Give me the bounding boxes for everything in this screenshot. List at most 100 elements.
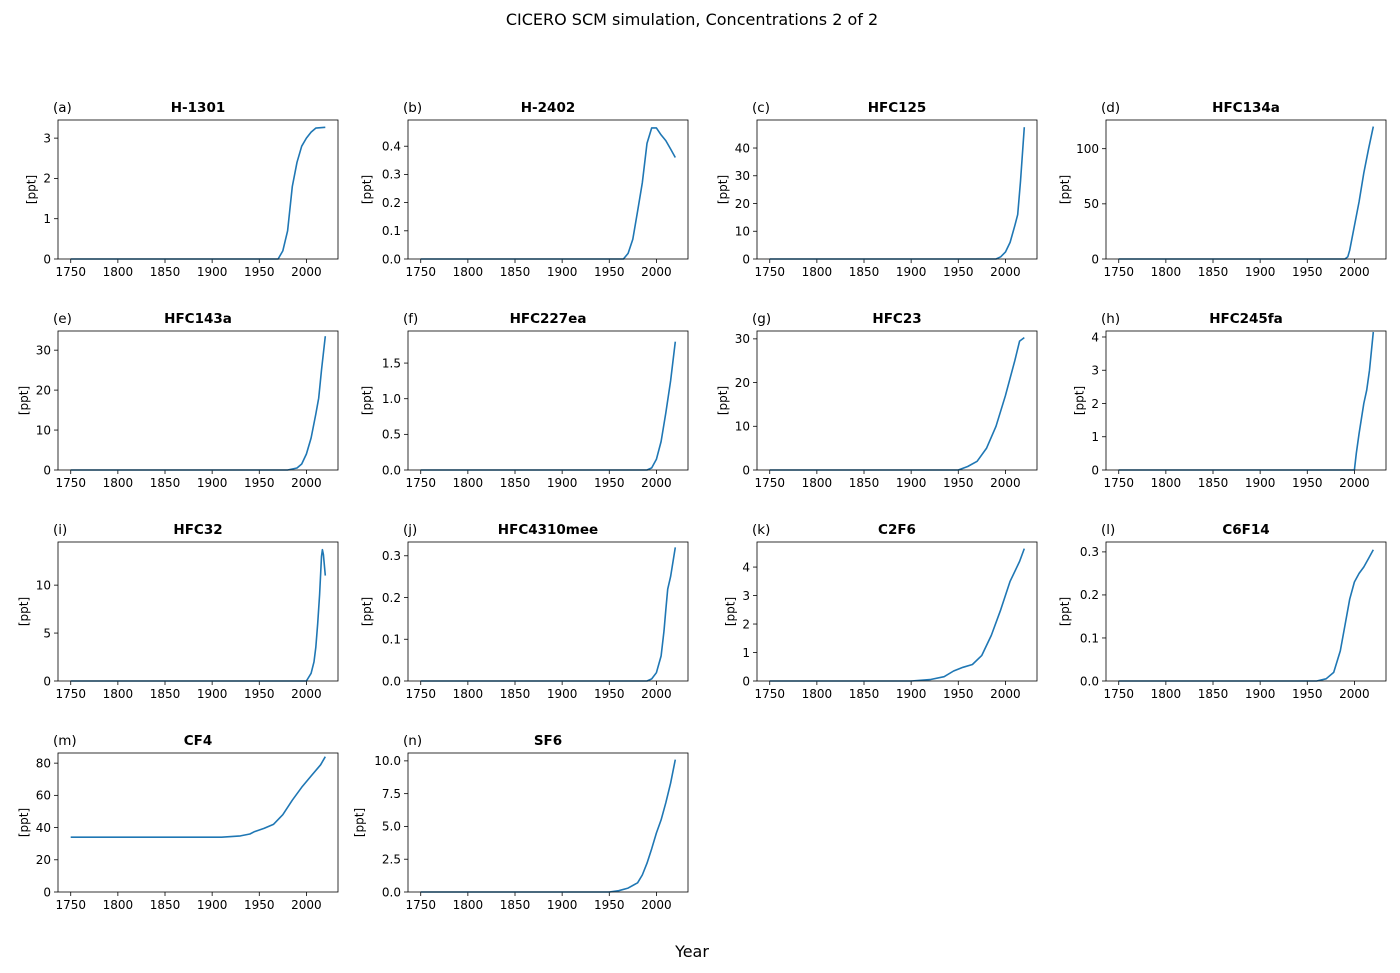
x-tick-label: 1900 bbox=[197, 265, 228, 279]
x-tick-label: 1950 bbox=[594, 898, 625, 912]
x-tick-label: 1800 bbox=[453, 265, 484, 279]
y-tick-label: 60 bbox=[36, 789, 51, 803]
y-tick-label: 0 bbox=[1091, 252, 1099, 266]
y-tick-label: 0.2 bbox=[1080, 588, 1099, 602]
y-tick-label: 0.1 bbox=[382, 224, 401, 238]
figure-title: CICERO SCM simulation, Concentrations 2 … bbox=[506, 10, 878, 29]
y-tick-label: 20 bbox=[36, 853, 51, 867]
axes-frame bbox=[756, 119, 1038, 260]
y-axis-label: [ppt] bbox=[716, 386, 730, 415]
y-tick-label: 5 bbox=[43, 626, 51, 640]
x-tick-label: 1950 bbox=[943, 265, 974, 279]
y-tick-label: 0 bbox=[43, 252, 51, 266]
x-tick-label: 1800 bbox=[103, 687, 134, 701]
x-tick-label: 1950 bbox=[594, 265, 625, 279]
x-tick-label: 2000 bbox=[990, 687, 1021, 701]
x-tick-label: 1750 bbox=[55, 265, 86, 279]
series-line bbox=[769, 336, 1025, 471]
y-axis-label: [ppt] bbox=[352, 808, 366, 837]
x-tick-label: 1900 bbox=[896, 265, 927, 279]
x-tick-label: 1950 bbox=[1292, 265, 1323, 279]
x-tick-label: 2000 bbox=[641, 687, 672, 701]
axes-frame bbox=[407, 752, 689, 893]
y-tick-label: 20 bbox=[735, 197, 750, 211]
x-tick-label: 1950 bbox=[1292, 687, 1323, 701]
panel-label: (j) bbox=[403, 522, 417, 538]
axes-frame bbox=[407, 330, 689, 471]
y-tick-label: 2.5 bbox=[382, 853, 401, 867]
x-tick-label: 2000 bbox=[291, 265, 322, 279]
y-tick-label: 0.5 bbox=[382, 428, 401, 442]
x-axis-label: Year bbox=[674, 942, 709, 961]
x-tick-label: 1850 bbox=[849, 265, 880, 279]
x-tick-label: 1800 bbox=[1151, 687, 1182, 701]
y-axis-label: [ppt] bbox=[17, 597, 31, 626]
y-tick-label: 0.2 bbox=[382, 591, 401, 605]
subplot-HFC143a: (e) HFC143a 1750 1800 1850 1900 1950 2000 0 10 20 3… bbox=[17, 311, 339, 490]
x-tick-label: 1800 bbox=[103, 476, 134, 490]
axes-frame bbox=[756, 541, 1038, 682]
x-tick-label: 1900 bbox=[547, 687, 578, 701]
y-tick-label: 0.0 bbox=[1080, 674, 1099, 688]
y-axis-label: [ppt] bbox=[17, 386, 31, 415]
subplot-H-2402: (b) H-2402 1750 1800 1850 1900 1950 2000 0.0 0.1 0… bbox=[360, 100, 689, 279]
panel-label: (d) bbox=[1101, 100, 1120, 116]
y-tick-label: 4 bbox=[1091, 330, 1099, 344]
x-tick-label: 1900 bbox=[547, 898, 578, 912]
x-tick-label: 1950 bbox=[943, 476, 974, 490]
y-tick-label: 100 bbox=[1076, 142, 1099, 156]
x-tick-label: 1850 bbox=[150, 476, 181, 490]
series-line bbox=[1118, 126, 1375, 260]
x-tick-label: 1950 bbox=[244, 265, 275, 279]
panel-title: HFC245fa bbox=[1209, 311, 1283, 327]
y-tick-label: 3 bbox=[1091, 364, 1099, 378]
subplot-C6F14: (l) C6F14 1750 1800 1850 1900 1950 2000 0.0 0.1 0.… bbox=[1058, 522, 1387, 701]
subplot-HFC134a: (d) HFC134a 1750 1800 1850 1900 1950 2000 0 50 100… bbox=[1058, 100, 1387, 279]
y-tick-label: 1 bbox=[742, 646, 750, 660]
y-tick-label: 0.4 bbox=[382, 140, 401, 154]
y-tick-label: 0 bbox=[43, 885, 51, 899]
y-axis-label: [ppt] bbox=[25, 175, 39, 204]
series-line bbox=[70, 548, 327, 682]
x-tick-label: 1800 bbox=[453, 476, 484, 490]
subplot-HFC4310mee: (j) HFC4310mee 1750 1800 1850 1900 1950 2000 0.0… bbox=[360, 522, 689, 701]
x-tick-label: 1950 bbox=[594, 476, 625, 490]
y-tick-label: 10 bbox=[735, 420, 750, 434]
x-tick-label: 2000 bbox=[1339, 265, 1370, 279]
y-axis-label: [ppt] bbox=[360, 597, 374, 626]
panel-title: HFC143a bbox=[164, 311, 232, 327]
panel-label: (f) bbox=[403, 311, 418, 327]
y-axis-label: [ppt] bbox=[360, 175, 374, 204]
axes-frame bbox=[57, 752, 339, 893]
axes-frame bbox=[57, 541, 339, 682]
series-line bbox=[420, 341, 677, 471]
y-tick-label: 0 bbox=[1091, 463, 1099, 477]
x-tick-label: 1850 bbox=[150, 898, 181, 912]
x-tick-label: 1750 bbox=[405, 687, 436, 701]
subplot-CF4: (m) CF4 1750 1800 1850 1900 1950 2000 0 20 40 60 80 [… bbox=[17, 733, 339, 912]
y-tick-label: 0 bbox=[43, 463, 51, 477]
y-tick-label: 2 bbox=[742, 617, 750, 631]
x-tick-label: 1950 bbox=[594, 687, 625, 701]
y-tick-label: 0 bbox=[742, 674, 750, 688]
x-tick-label: 1900 bbox=[547, 265, 578, 279]
panel-label: (n) bbox=[403, 733, 422, 749]
panel-label: (i) bbox=[53, 522, 67, 538]
series-line bbox=[70, 336, 327, 471]
y-tick-label: 0.0 bbox=[382, 885, 401, 899]
x-tick-label: 1750 bbox=[1103, 476, 1134, 490]
x-tick-label: 1750 bbox=[55, 687, 86, 701]
y-tick-label: 0.2 bbox=[382, 196, 401, 210]
axes-frame bbox=[756, 330, 1038, 471]
x-tick-label: 2000 bbox=[641, 898, 672, 912]
x-tick-label: 1800 bbox=[103, 265, 134, 279]
y-axis-label: [ppt] bbox=[1058, 597, 1072, 626]
x-tick-label: 1800 bbox=[1151, 476, 1182, 490]
panel-label: (a) bbox=[53, 100, 72, 116]
y-tick-label: 10 bbox=[36, 423, 51, 437]
x-tick-label: 1850 bbox=[849, 687, 880, 701]
panel-title: HFC134a bbox=[1212, 100, 1280, 116]
panel-label: (e) bbox=[53, 311, 72, 327]
x-tick-label: 1850 bbox=[500, 687, 531, 701]
